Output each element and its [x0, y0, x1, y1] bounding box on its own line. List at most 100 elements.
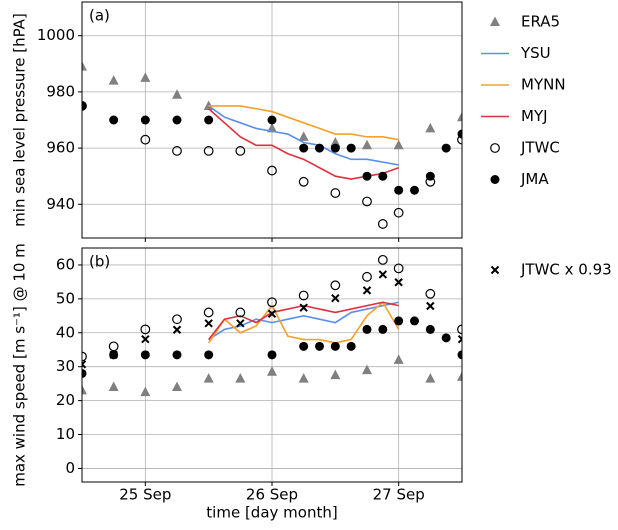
- open-circle-marker: [457, 134, 462, 145]
- x-marker: [457, 335, 462, 344]
- open-circle-marker: [172, 314, 182, 325]
- open-circle-marker: [377, 219, 388, 229]
- series-line: [208, 301, 400, 344]
- triangle-marker: [330, 369, 341, 380]
- panel: 940 960 980 1000 (a) min sea level pressure […: [11, 1, 566, 242]
- open-circle-marker: [298, 176, 309, 187]
- triangle-marker: [393, 354, 404, 364]
- dot-marker: [394, 185, 404, 195]
- y-tick-label: 40: [56, 323, 75, 341]
- dot-marker: [425, 171, 435, 181]
- open-circle-marker: [393, 263, 404, 274]
- open-circle-marker: [330, 280, 341, 291]
- x-marker: [426, 301, 435, 311]
- dot-marker: [315, 143, 324, 153]
- dot-marker: [204, 350, 214, 360]
- triangle-marker: [457, 371, 462, 381]
- dot-marker: [362, 324, 372, 334]
- x-marker: [236, 319, 245, 328]
- triangle-marker: [393, 139, 404, 150]
- open-circle-marker: [362, 196, 372, 207]
- dot-marker: [378, 324, 388, 334]
- dot-marker: [441, 333, 451, 343]
- triangle-marker: [172, 89, 182, 99]
- dot-marker: [315, 341, 324, 351]
- dot-marker: [267, 350, 277, 360]
- triangle-marker: [298, 373, 309, 383]
- x-marker: [362, 286, 372, 295]
- dot-marker: [378, 171, 388, 181]
- legend-label: MYNN: [521, 76, 566, 94]
- dot-marker: [299, 341, 309, 351]
- y-tick-label: 50: [56, 289, 75, 307]
- dot-marker: [330, 341, 340, 351]
- open-circle-marker: [203, 307, 214, 318]
- open-circle-marker: [362, 271, 372, 282]
- x-tick-label: 27 Sep: [373, 486, 425, 504]
- dot-marker: [394, 316, 404, 326]
- x-marker: [82, 360, 87, 369]
- panel-label: (a): [89, 7, 110, 25]
- plot-area: [82, 254, 462, 397]
- y-axis-label: min sea level pressure [hPA]: [11, 13, 29, 227]
- y-tick-label: 30: [56, 357, 75, 375]
- open-circle-marker: [172, 146, 182, 156]
- dot-marker: [172, 115, 182, 125]
- dot-marker: [441, 143, 451, 153]
- legend-label: ERA5: [521, 13, 560, 31]
- dot-marker: [457, 129, 462, 139]
- triangle-marker: [425, 122, 436, 133]
- open-circle-marker: [267, 297, 277, 308]
- dot-marker: [362, 171, 372, 181]
- triangle-marker: [362, 139, 372, 150]
- y-tick-label: 0: [65, 459, 75, 477]
- legend-label: JTWC: [520, 139, 560, 157]
- axes-frame: [81, 247, 463, 483]
- dot-marker: [457, 350, 462, 360]
- open-circle-marker: [267, 165, 277, 176]
- triangle-marker: [362, 364, 372, 375]
- dot-marker: [140, 115, 150, 125]
- panel-label: (b): [89, 253, 110, 271]
- dot-marker: [204, 115, 214, 125]
- open-circle-marker: [425, 288, 436, 299]
- y-tick-label: 60: [56, 255, 75, 273]
- legend-swatch: [490, 16, 500, 26]
- triangle-marker: [140, 72, 151, 82]
- axes-frame: [81, 1, 463, 239]
- open-circle-marker: [377, 254, 388, 265]
- plot-area: [82, 61, 462, 229]
- x-marker: [378, 270, 388, 279]
- x-axis-label: time [day month]: [206, 504, 337, 522]
- dot-marker: [140, 350, 150, 360]
- y-tick-label: 960: [46, 139, 75, 157]
- dot-marker: [109, 350, 119, 360]
- triangle-marker: [457, 111, 462, 122]
- y-tick-label: 940: [46, 195, 75, 213]
- dot-marker: [82, 368, 87, 378]
- x-marker: [331, 293, 340, 303]
- x-marker: [141, 335, 150, 344]
- dot-marker: [109, 115, 119, 125]
- legend-swatch: [490, 265, 500, 275]
- triangle-marker: [172, 381, 182, 392]
- open-circle-marker: [235, 146, 246, 156]
- y-tick-label: 980: [46, 82, 75, 100]
- panel: 0 10 20 30 40 50 60 25 Sep 26 Sep 27 Sep (b) max wi…: [11, 243, 612, 521]
- x-marker: [299, 303, 308, 312]
- series-line: [208, 301, 399, 341]
- open-circle-marker: [82, 351, 87, 362]
- y-axis-label: max wind speed [m s⁻¹] @ 10 m: [11, 243, 29, 487]
- x-marker: [172, 325, 182, 334]
- y-tick-label: 1000: [37, 26, 75, 44]
- open-circle-marker: [298, 290, 309, 301]
- dot-marker: [346, 143, 356, 153]
- series-line: [208, 301, 399, 341]
- dot-marker: [82, 101, 87, 111]
- series-line: [208, 105, 399, 166]
- dot-marker: [299, 143, 309, 153]
- triangle-marker: [82, 61, 87, 71]
- legend-label: YSU: [520, 44, 551, 62]
- dot-marker: [267, 115, 277, 125]
